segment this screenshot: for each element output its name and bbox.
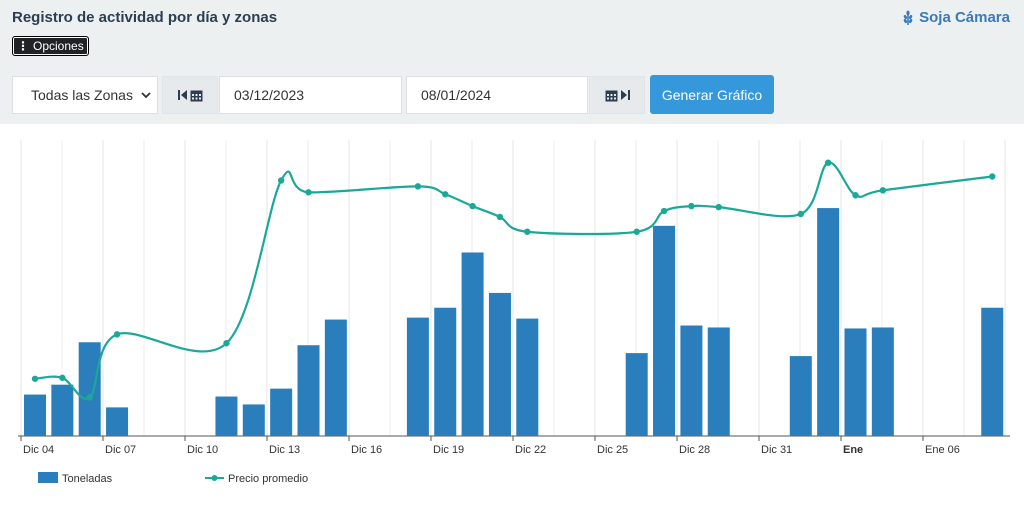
price-point[interactable] [715, 203, 722, 211]
bar[interactable] [78, 342, 101, 436]
price-point[interactable] [442, 191, 449, 198]
x-tick-label: Dic 28 [679, 444, 710, 456]
price-point[interactable] [633, 228, 640, 235]
x-tick-label: Dic 10 [187, 444, 218, 456]
bar[interactable] [981, 307, 1004, 436]
legend-swatch-precio-dot [211, 475, 218, 481]
price-point[interactable] [59, 374, 66, 381]
bar[interactable] [817, 208, 840, 436]
price-point[interactable] [31, 375, 39, 382]
bar[interactable] [406, 317, 429, 436]
bar[interactable] [625, 353, 648, 436]
price-point[interactable] [305, 189, 312, 196]
price-point[interactable] [824, 159, 832, 166]
price-point[interactable] [879, 187, 887, 194]
last-date-button[interactable] [589, 76, 645, 114]
bar[interactable] [707, 327, 730, 436]
generate-chart-button[interactable]: Generar Gráfico [650, 75, 774, 114]
zone-select[interactable]: Todas las Zonas [12, 76, 158, 114]
page-title: Registro de actividad por día y zonas [12, 9, 278, 26]
bar[interactable] [242, 404, 265, 436]
activity-chart: Dic 04 Dic 07 Dic 10 Dic 13 Dic 16 Dic 19 Dic … [18, 140, 1010, 485]
price-point[interactable] [223, 340, 230, 347]
legend-swatch-toneladas [38, 472, 58, 483]
bar[interactable] [461, 252, 484, 436]
legend-label-precio: Precio promedio [228, 473, 308, 485]
x-tick-label: Dic 22 [515, 444, 546, 456]
bar[interactable] [871, 327, 894, 436]
date-to-value: 08/01/2024 [421, 87, 492, 103]
price-point[interactable] [469, 202, 476, 210]
calendar-icon [190, 90, 202, 101]
calendar-icon [605, 90, 617, 101]
bar[interactable] [24, 394, 46, 436]
price-point[interactable] [277, 177, 285, 184]
kebab-icon: ⋮ [17, 39, 29, 53]
price-point[interactable] [496, 213, 504, 221]
x-tick-label: Ene 06 [925, 444, 960, 456]
bar[interactable] [270, 388, 293, 436]
price-point[interactable] [414, 183, 422, 190]
price-point[interactable] [524, 228, 531, 235]
price-point[interactable] [688, 202, 695, 210]
skip-start-icon [177, 90, 187, 100]
bar[interactable] [297, 345, 320, 436]
options-label: Opciones [33, 39, 84, 53]
bar[interactable] [215, 396, 238, 436]
price-point[interactable] [660, 207, 668, 215]
x-tick-label: Dic 13 [269, 444, 300, 456]
price-point[interactable] [989, 173, 996, 180]
x-tick-label: Dic 16 [351, 444, 382, 456]
x-tick-label: Dic 25 [597, 444, 628, 456]
x-tick-label: Dic 19 [433, 444, 464, 456]
bar[interactable] [324, 319, 347, 436]
skip-end-icon [620, 90, 630, 100]
bar[interactable] [516, 318, 539, 436]
bar[interactable] [106, 407, 129, 436]
control-bar: Registro de actividad por día y zonas So… [0, 0, 1024, 124]
first-date-button[interactable] [162, 76, 218, 114]
bar[interactable] [488, 292, 511, 436]
price-point[interactable] [113, 331, 121, 338]
bar[interactable] [680, 325, 703, 436]
date-to-input[interactable]: 08/01/2024 [406, 76, 588, 114]
options-button[interactable]: ⋮ Opciones [12, 36, 89, 56]
wheat-icon [903, 10, 913, 25]
brand-label: Soja Cámara [919, 9, 1010, 26]
x-tick-label: Dic 31 [761, 444, 792, 456]
bar[interactable] [434, 307, 457, 436]
bar[interactable] [789, 356, 812, 436]
chevron-down-icon [141, 92, 151, 99]
x-tick-label: Dic 07 [105, 444, 136, 456]
price-line [34, 161, 993, 400]
zone-select-value: Todas las Zonas [31, 87, 133, 103]
x-tick-label: Dic 04 [23, 444, 54, 456]
legend-label-toneladas: Toneladas [62, 473, 113, 485]
bar[interactable] [653, 225, 676, 436]
bar[interactable] [844, 328, 867, 436]
bar[interactable] [51, 384, 74, 436]
x-tick-label: Ene [843, 444, 863, 456]
price-point[interactable] [852, 192, 859, 199]
price-point[interactable] [797, 210, 804, 218]
price-point[interactable] [86, 394, 93, 401]
date-from-value: 03/12/2023 [234, 87, 305, 103]
brand-link[interactable]: Soja Cámara [902, 9, 1010, 26]
date-from-input[interactable]: 03/12/2023 [219, 76, 402, 114]
